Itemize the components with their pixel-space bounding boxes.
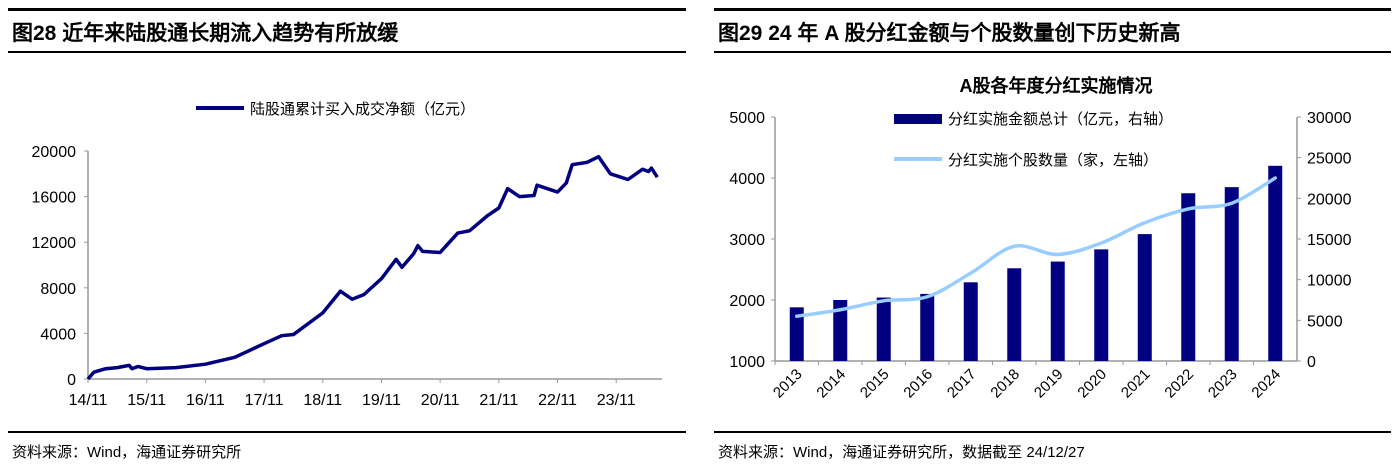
x-tick-label: 20/11 xyxy=(421,392,460,409)
chart-title: A股各年度分红实施情况 xyxy=(960,75,1153,96)
top-rule xyxy=(8,8,686,11)
bar xyxy=(789,307,804,361)
x-tick-label: 16/11 xyxy=(186,392,225,409)
right-tick-label: 25000 xyxy=(1307,151,1352,168)
x-tick-label: 2022 xyxy=(1161,366,1197,402)
y-tick-label: 20000 xyxy=(32,144,77,161)
x-tick-label: 18/11 xyxy=(303,392,342,409)
x-tick-label: 2019 xyxy=(1031,366,1067,402)
source-note: 资料来源：Wind，海通证券研究所 xyxy=(12,444,242,461)
x-tick-label: 2018 xyxy=(987,366,1023,402)
x-tick-label: 2015 xyxy=(857,366,893,402)
right-tick-label: 0 xyxy=(1307,354,1316,371)
x-tick-label: 2023 xyxy=(1205,366,1241,402)
y-tick-label: 12000 xyxy=(32,235,77,252)
legend-label-bar: 分红实施金额总计（亿元，右轴） xyxy=(948,111,1173,128)
bar xyxy=(1137,234,1152,361)
bar xyxy=(833,300,848,361)
y-tick-label: 4000 xyxy=(40,326,76,343)
figure-title: 图28 近年来陆股通长期流入趋势有所放缓 xyxy=(12,22,399,45)
x-tick-label: 2024 xyxy=(1248,366,1284,402)
right-tick-label: 10000 xyxy=(1307,273,1352,290)
x-tick-label: 2020 xyxy=(1074,366,1110,402)
legend-label: 陆股通累计买入成交净额（亿元） xyxy=(250,100,475,118)
x-tick-label: 19/11 xyxy=(362,392,401,409)
right-tick-label: 15000 xyxy=(1307,232,1352,249)
right-panel: 图29 24 年 A 股分红金额与个股数量创下历史新高 A股各年度分红实施情况 1… xyxy=(706,0,1399,471)
x-tick-label: 2017 xyxy=(944,366,980,402)
bar xyxy=(1268,165,1283,361)
x-tick-label: 2016 xyxy=(900,366,936,402)
y-tick-label: 16000 xyxy=(32,190,77,207)
x-tick-label: 2014 xyxy=(813,366,849,402)
series-line xyxy=(795,176,1277,319)
y-tick-label: 0 xyxy=(67,372,76,389)
figure-title: 图29 24 年 A 股分红金额与个股数量创下历史新高 xyxy=(718,22,1181,45)
x-tick-label: 14/11 xyxy=(69,392,108,409)
bar xyxy=(1224,187,1239,361)
left-tick-label: 1000 xyxy=(729,354,765,371)
left-panel: 图28 近年来陆股通长期流入趋势有所放缓 0 4000 8000 12000 16000… xyxy=(8,8,686,461)
source-note: 资料来源：Wind，海通证券研究所，数据截至 24/12/27 xyxy=(718,444,1085,461)
y-tick-label: 8000 xyxy=(40,281,76,298)
bar xyxy=(920,293,935,361)
left-tick-label: 4000 xyxy=(729,171,765,188)
x-tick-label: 22/11 xyxy=(538,392,577,409)
x-tick-label: 23/11 xyxy=(597,392,636,409)
right-tick-label: 20000 xyxy=(1307,191,1352,208)
title-rule xyxy=(8,51,686,53)
bar xyxy=(1050,261,1065,361)
left-tick-label: 3000 xyxy=(729,232,765,249)
x-tick-label: 15/11 xyxy=(127,392,166,409)
left-tick-label: 2000 xyxy=(729,293,765,310)
left-tick-label: 5000 xyxy=(729,110,765,127)
x-tick-label: 21/11 xyxy=(479,392,518,409)
line-chart: 0 4000 8000 12000 16000 20000 14/11 15/11 16/11 1… xyxy=(32,100,662,409)
bar-line-chart: A股各年度分红实施情况 1000 2000 3000 4000 5000 0 5000 1000… xyxy=(729,75,1352,402)
bar xyxy=(963,282,978,361)
top-rule xyxy=(714,8,1391,11)
bottom-rule xyxy=(714,431,1391,433)
x-tick-label: 2013 xyxy=(770,366,806,402)
x-tick-label: 17/11 xyxy=(245,392,284,409)
bottom-rule xyxy=(8,431,686,433)
bar xyxy=(1181,193,1196,361)
bar xyxy=(1007,268,1022,361)
right-tick-label: 30000 xyxy=(1307,110,1352,127)
bar xyxy=(876,297,891,361)
x-tick-label: 2021 xyxy=(1118,366,1154,402)
bar xyxy=(1094,249,1109,361)
title-rule xyxy=(714,51,1391,53)
legend-label-line: 分红实施个股数量（家，左轴） xyxy=(948,152,1158,169)
legend-swatch-bar xyxy=(894,114,942,124)
right-tick-label: 5000 xyxy=(1307,313,1343,330)
series-line xyxy=(86,154,659,381)
